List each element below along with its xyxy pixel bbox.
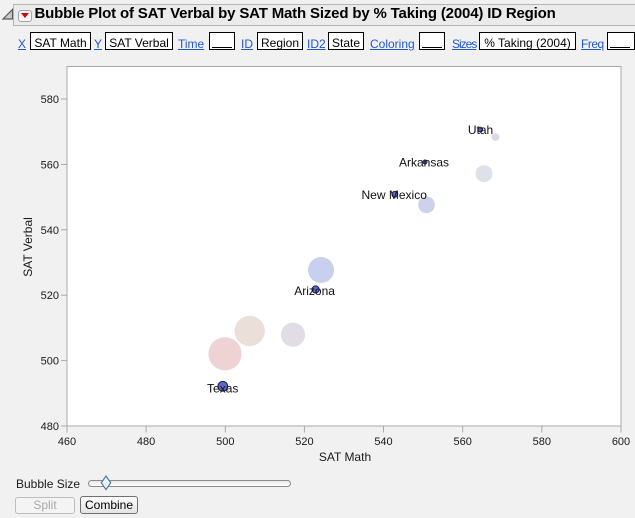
svg-text:SAT Math: SAT Math [319, 450, 371, 464]
svg-text:500: 500 [216, 436, 234, 448]
svg-text:460: 460 [58, 436, 76, 448]
svg-text:Utah: Utah [468, 123, 493, 137]
svg-text:520: 520 [41, 290, 59, 302]
svg-text:580: 580 [41, 94, 59, 106]
svg-text:560: 560 [41, 159, 59, 171]
svg-text:520: 520 [295, 436, 313, 448]
svg-text:Texas: Texas [207, 381, 238, 395]
svg-text:Arkansas: Arkansas [399, 156, 449, 170]
svg-text:540: 540 [41, 225, 59, 237]
svg-text:560: 560 [454, 436, 472, 448]
svg-text:580: 580 [533, 436, 551, 448]
svg-text:600: 600 [612, 436, 630, 448]
svg-text:New Mexico: New Mexico [362, 188, 428, 202]
svg-text:SAT Verbal: SAT Verbal [21, 217, 35, 277]
svg-text:500: 500 [41, 356, 59, 368]
svg-text:480: 480 [41, 421, 59, 433]
svg-text:480: 480 [137, 436, 155, 448]
svg-text:540: 540 [374, 436, 392, 448]
svg-text:Arizona: Arizona [294, 284, 335, 298]
